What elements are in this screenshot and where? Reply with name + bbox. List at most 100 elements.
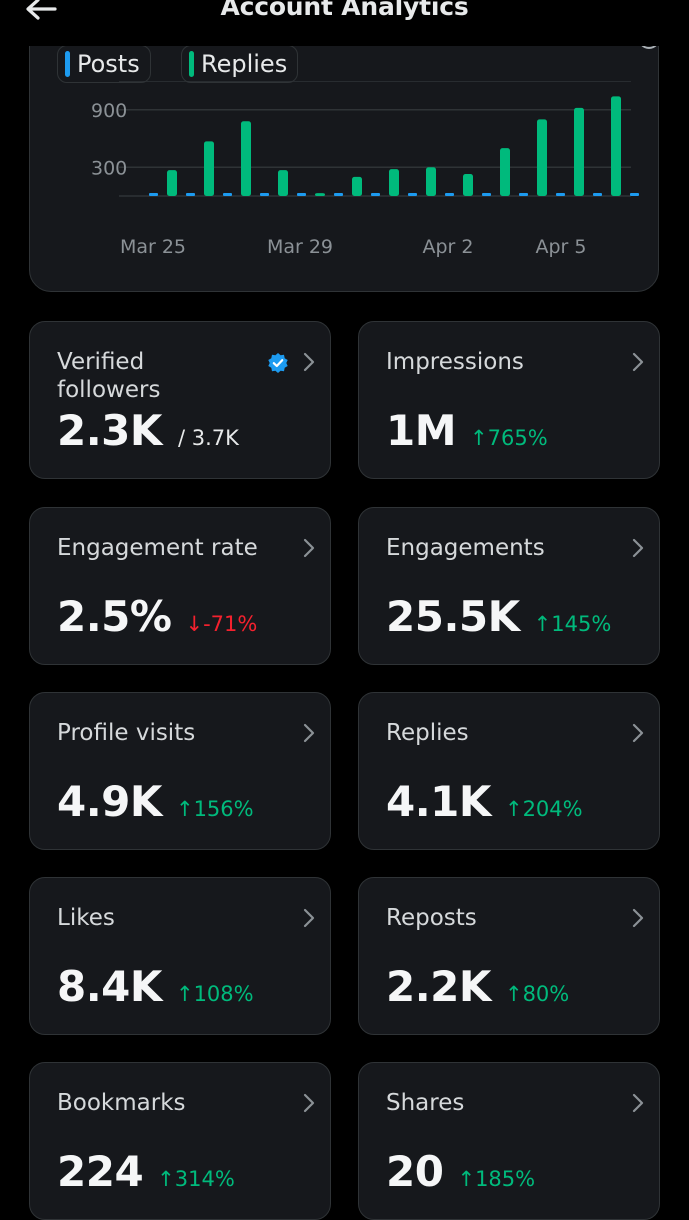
metric-card-reposts[interactable]: Reposts 2.2K ↑80%	[358, 877, 660, 1035]
replies-swatch	[189, 51, 194, 77]
posts-bar	[593, 193, 602, 196]
chevron-right-icon	[303, 908, 315, 928]
metric-change: ↑204%	[505, 797, 583, 821]
replies-bar	[389, 169, 399, 196]
replies-bar	[426, 167, 436, 196]
metric-card-shares[interactable]: Shares 20 ↑185%	[358, 1062, 660, 1220]
legend-posts-label: Posts	[77, 50, 140, 78]
metric-change: ↑145%	[534, 612, 612, 636]
posts-bar	[223, 193, 232, 196]
y-tick-label: 900	[91, 100, 127, 122]
metric-value-row: 2.3K / 3.7K	[57, 406, 239, 455]
arrow-up-icon: ↑	[470, 426, 488, 450]
metric-change: ↑314%	[157, 1167, 235, 1191]
metric-card-likes[interactable]: Likes 8.4K ↑108%	[29, 877, 331, 1035]
chevron-right-icon	[303, 352, 315, 372]
chevron-right-icon	[632, 352, 644, 372]
metric-change: ↑80%	[505, 982, 569, 1006]
posts-bar	[334, 193, 343, 196]
posts-bar	[149, 193, 158, 196]
metric-value: 25.5K	[386, 592, 520, 641]
verified-badge-icon	[268, 353, 288, 373]
top-bar: Account Analytics	[0, 0, 689, 46]
metric-change-value: 108%	[193, 982, 254, 1006]
replies-bar	[241, 121, 251, 196]
metric-change: ↑765%	[470, 426, 548, 450]
replies-bar	[463, 173, 473, 196]
metric-value-row: 4.9K ↑156%	[57, 777, 254, 826]
x-tick-label: Mar 29	[267, 236, 333, 258]
arrow-up-icon: ↑	[533, 612, 552, 636]
metric-value: 2.2K	[386, 962, 491, 1011]
metric-label: Impressions	[386, 349, 524, 375]
metric-change-value: -71%	[203, 612, 258, 636]
y-tick-label: 300	[91, 157, 127, 179]
posts-bar	[186, 193, 195, 196]
replies-bar	[204, 141, 214, 196]
metric-value-row: 25.5K ↑145%	[386, 592, 611, 641]
page-title: Account Analytics	[220, 0, 469, 21]
metric-value: 4.9K	[57, 777, 162, 826]
metric-change-value: 145%	[551, 612, 612, 636]
metric-card-replies[interactable]: Replies 4.1K ↑204%	[358, 692, 660, 850]
metric-value: 1M	[386, 406, 457, 455]
metric-label: Replies	[386, 720, 469, 746]
metric-card-engagements[interactable]: Engagements 25.5K ↑145%	[358, 507, 660, 665]
metric-change: ↑185%	[457, 1167, 535, 1191]
arrow-up-icon: ↑	[175, 982, 194, 1006]
posts-bar	[482, 193, 491, 196]
arrow-up-icon: ↑	[175, 797, 194, 821]
metric-card-profile-visits[interactable]: Profile visits 4.9K ↑156%	[29, 692, 331, 850]
metric-label: Profile visits	[57, 720, 196, 746]
replies-bar	[167, 170, 177, 196]
replies-bar	[352, 176, 362, 196]
metric-card-verified-followers[interactable]: Verified followers 2.3K / 3.7K	[29, 321, 331, 479]
chevron-right-icon	[303, 723, 315, 743]
arrow-up-icon: ↑	[504, 982, 523, 1006]
posts-bar	[630, 193, 639, 196]
metric-card-engagement-rate[interactable]: Engagement rate 2.5% ↓-71%	[29, 507, 331, 665]
x-tick-label: Apr 2	[423, 236, 474, 258]
metric-card-bookmarks[interactable]: Bookmarks 224 ↑314%	[29, 1062, 331, 1220]
metric-value: 20	[386, 1147, 444, 1196]
chevron-right-icon	[632, 538, 644, 558]
metric-value-row: 2.5% ↓-71%	[57, 592, 257, 641]
replies-bar	[315, 193, 325, 196]
arrow-left-icon[interactable]	[24, 0, 58, 26]
posts-bar	[556, 193, 565, 196]
metric-label: Reposts	[386, 905, 477, 931]
x-tick-label: Mar 25	[120, 236, 186, 258]
replies-bar	[500, 148, 510, 196]
posts-swatch	[65, 51, 70, 77]
arrow-up-icon: ↑	[457, 1167, 476, 1191]
posts-bar	[519, 193, 528, 196]
arrow-down-icon: ↓	[185, 612, 204, 636]
replies-bar	[278, 170, 288, 196]
activity-chart-card: Posts Replies 900 300 Mar 25 Mar 29 Apr 2 Apr…	[29, 0, 660, 292]
metric-label: Engagement rate	[57, 535, 258, 561]
metric-value-row: 1M ↑765%	[386, 406, 548, 455]
metric-value-row: 4.1K ↑204%	[386, 777, 583, 826]
metric-total: / 3.7K	[177, 426, 239, 450]
metric-value-row: 2.2K ↑80%	[386, 962, 569, 1011]
legend-posts[interactable]: Posts	[57, 45, 151, 83]
replies-bar	[537, 119, 547, 196]
metric-change-value: 765%	[487, 426, 548, 450]
metric-value: 8.4K	[57, 962, 162, 1011]
metric-change-value: 314%	[174, 1167, 235, 1191]
replies-bar	[574, 107, 584, 196]
legend-replies[interactable]: Replies	[181, 45, 299, 83]
metric-label: Bookmarks	[57, 1090, 186, 1116]
chevron-right-icon	[303, 538, 315, 558]
metric-change: ↑156%	[176, 797, 254, 821]
metric-card-impressions[interactable]: Impressions 1M ↑765%	[358, 321, 660, 479]
metric-label: Verified followers	[57, 349, 161, 403]
chevron-right-icon	[632, 1093, 644, 1113]
metric-value: 2.3K	[57, 406, 162, 455]
metric-label: Engagements	[386, 535, 545, 561]
x-tick-label: Apr 5	[536, 236, 587, 258]
chevron-right-icon	[303, 1093, 315, 1113]
chevron-right-icon	[632, 723, 644, 743]
metric-change: ↓-71%	[185, 612, 257, 636]
metric-change-value: 156%	[193, 797, 254, 821]
